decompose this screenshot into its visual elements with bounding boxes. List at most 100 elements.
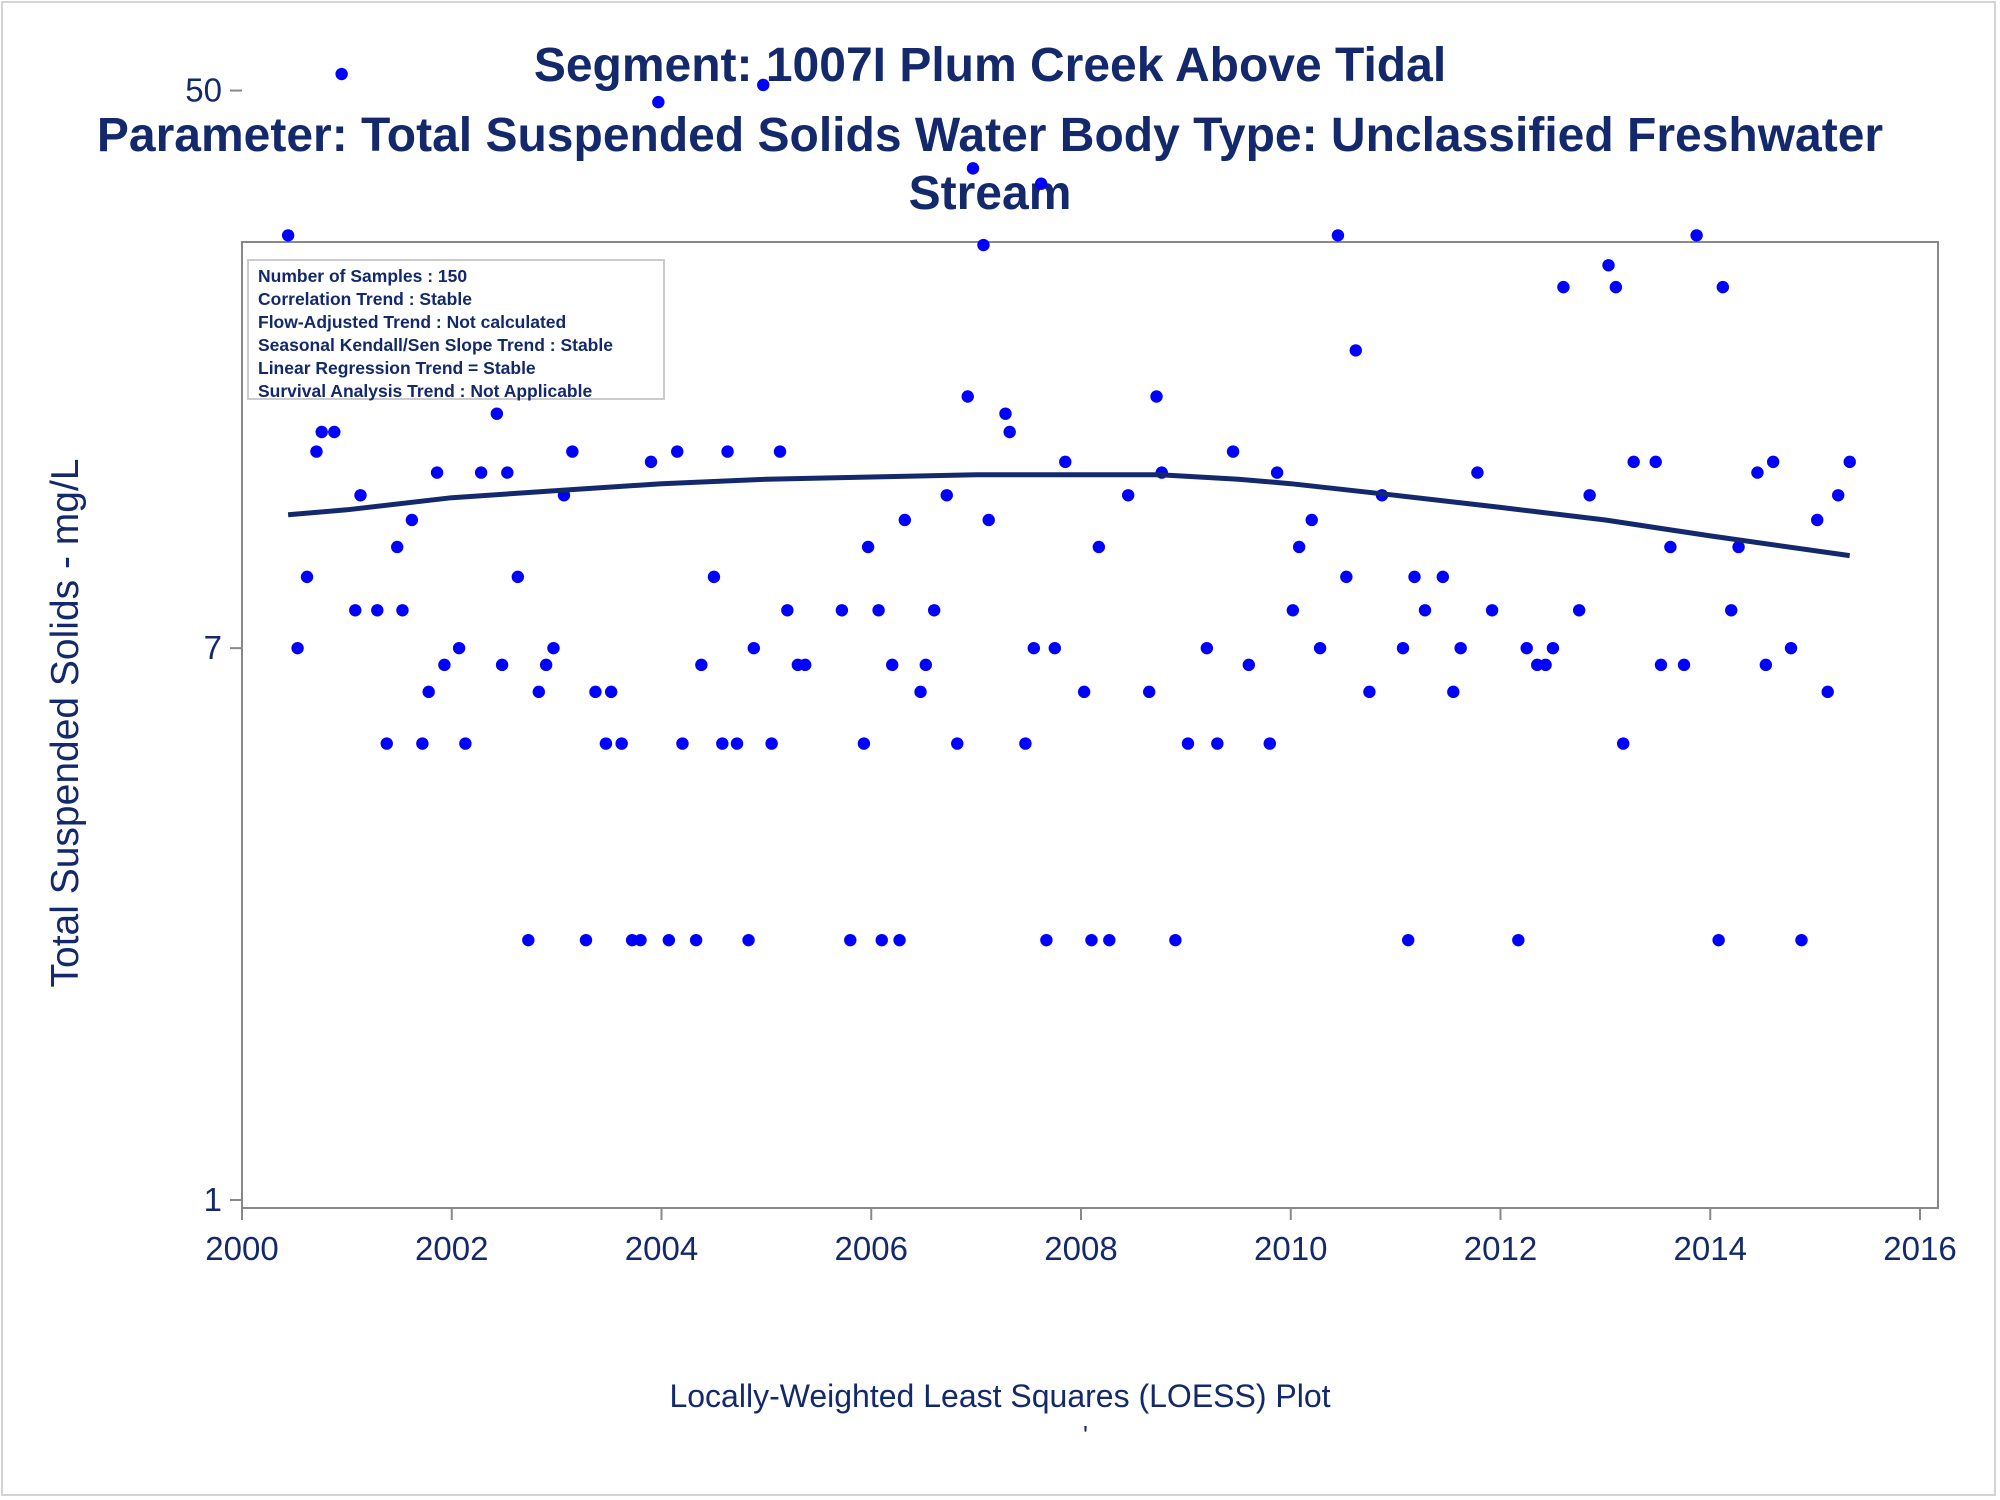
data-point	[652, 95, 665, 109]
data-point	[566, 445, 579, 458]
data-point	[1085, 933, 1098, 947]
data-point	[893, 933, 906, 947]
data-point	[1751, 466, 1764, 479]
data-point	[1263, 737, 1276, 750]
footnote: Locally-Weighted Least Squares (LOESS) P…	[669, 1378, 1331, 1414]
data-point	[1512, 933, 1525, 947]
chart-title-continued: Stream	[908, 167, 1072, 220]
data-point	[1664, 540, 1677, 554]
data-point	[1242, 658, 1256, 672]
data-point	[1572, 604, 1586, 617]
y-axis-label: Total Suspended Solids - mg/L	[44, 459, 87, 988]
data-point	[671, 445, 684, 458]
data-point	[1795, 933, 1808, 947]
data-point	[977, 238, 990, 252]
data-point	[861, 540, 875, 554]
loess-layer	[287, 472, 1851, 559]
data-point	[1436, 570, 1450, 584]
data-point	[1305, 513, 1318, 527]
data-point	[1485, 604, 1499, 617]
data-point	[1340, 570, 1353, 584]
data-point	[1725, 604, 1738, 617]
data-point	[689, 933, 703, 947]
data-point	[1546, 641, 1560, 655]
data-point	[490, 407, 504, 420]
x-tick-label: 2008	[1044, 1230, 1117, 1267]
data-point	[1831, 489, 1845, 502]
data-point	[1759, 658, 1773, 672]
data-point	[532, 685, 545, 699]
data-point	[380, 737, 393, 750]
data-point	[1396, 641, 1410, 655]
data-point	[1048, 641, 1061, 655]
data-point	[982, 513, 995, 527]
data-point	[291, 641, 304, 655]
x-tick-label: 2006	[835, 1230, 908, 1267]
data-point	[742, 933, 755, 947]
data-point	[1520, 641, 1533, 655]
stat-correlation-trend: Correlation Trend : Stable	[258, 289, 472, 309]
data-point	[875, 933, 888, 947]
data-point	[474, 466, 488, 479]
plot-border	[241, 241, 1939, 1209]
data-point	[966, 162, 980, 175]
data-point	[1454, 641, 1467, 655]
data-point	[730, 737, 744, 750]
data-point	[1103, 933, 1116, 947]
data-point	[999, 407, 1012, 420]
x-tick-label: 2004	[625, 1230, 698, 1267]
stat-flow-adjusted-trend: Flow-Adjusted Trend : Not calculated	[258, 312, 567, 332]
data-point	[951, 737, 964, 750]
data-point	[371, 604, 384, 617]
data-points	[281, 67, 1856, 947]
data-point	[1169, 933, 1182, 947]
data-point	[495, 658, 509, 672]
data-point	[676, 737, 689, 750]
data-point	[835, 604, 849, 617]
x-tick-label: 2012	[1464, 1230, 1537, 1267]
stat-survival-analysis-trend: Survival Analysis Trend : Not Applicable	[258, 381, 593, 401]
data-point	[405, 513, 419, 527]
data-point	[1627, 455, 1640, 469]
x-tick-label: 2010	[1254, 1230, 1327, 1267]
data-point	[1408, 570, 1421, 584]
data-point	[430, 466, 444, 479]
data-point	[1150, 390, 1163, 403]
data-point	[1211, 737, 1224, 750]
data-point	[599, 737, 613, 750]
data-point	[781, 604, 794, 617]
data-point	[1027, 641, 1041, 655]
data-point	[798, 658, 812, 672]
stat-linear-regression-trend: Linear Regression Trend = Stable	[258, 358, 536, 378]
data-point	[872, 604, 885, 617]
loess-line	[287, 472, 1851, 559]
data-point	[1286, 604, 1300, 617]
data-point	[1226, 445, 1240, 458]
data-point	[961, 390, 974, 403]
data-point	[1716, 280, 1730, 294]
y-axis: 1750100150250	[185, 72, 242, 1218]
data-point	[281, 229, 295, 242]
footnote-mark: '	[1083, 1420, 1088, 1450]
plot-frame	[241, 241, 1939, 1209]
data-point	[1821, 685, 1834, 699]
data-point	[589, 685, 602, 699]
data-point	[695, 658, 708, 672]
data-point	[315, 425, 328, 439]
data-point	[354, 489, 367, 502]
data-point	[1003, 425, 1016, 439]
data-point	[1077, 685, 1091, 699]
data-point	[1121, 489, 1135, 502]
x-tick-label: 2000	[205, 1230, 278, 1267]
data-point	[335, 67, 348, 81]
x-tick-label: 2016	[1883, 1230, 1956, 1267]
data-point	[501, 466, 514, 479]
data-point	[1712, 933, 1725, 947]
data-point	[452, 641, 466, 655]
data-point	[914, 685, 927, 699]
data-point	[1557, 280, 1570, 294]
data-point	[634, 933, 647, 947]
y-axis-label-group: Total Suspended Solids - mg/L	[44, 459, 87, 988]
data-point	[1447, 685, 1460, 699]
